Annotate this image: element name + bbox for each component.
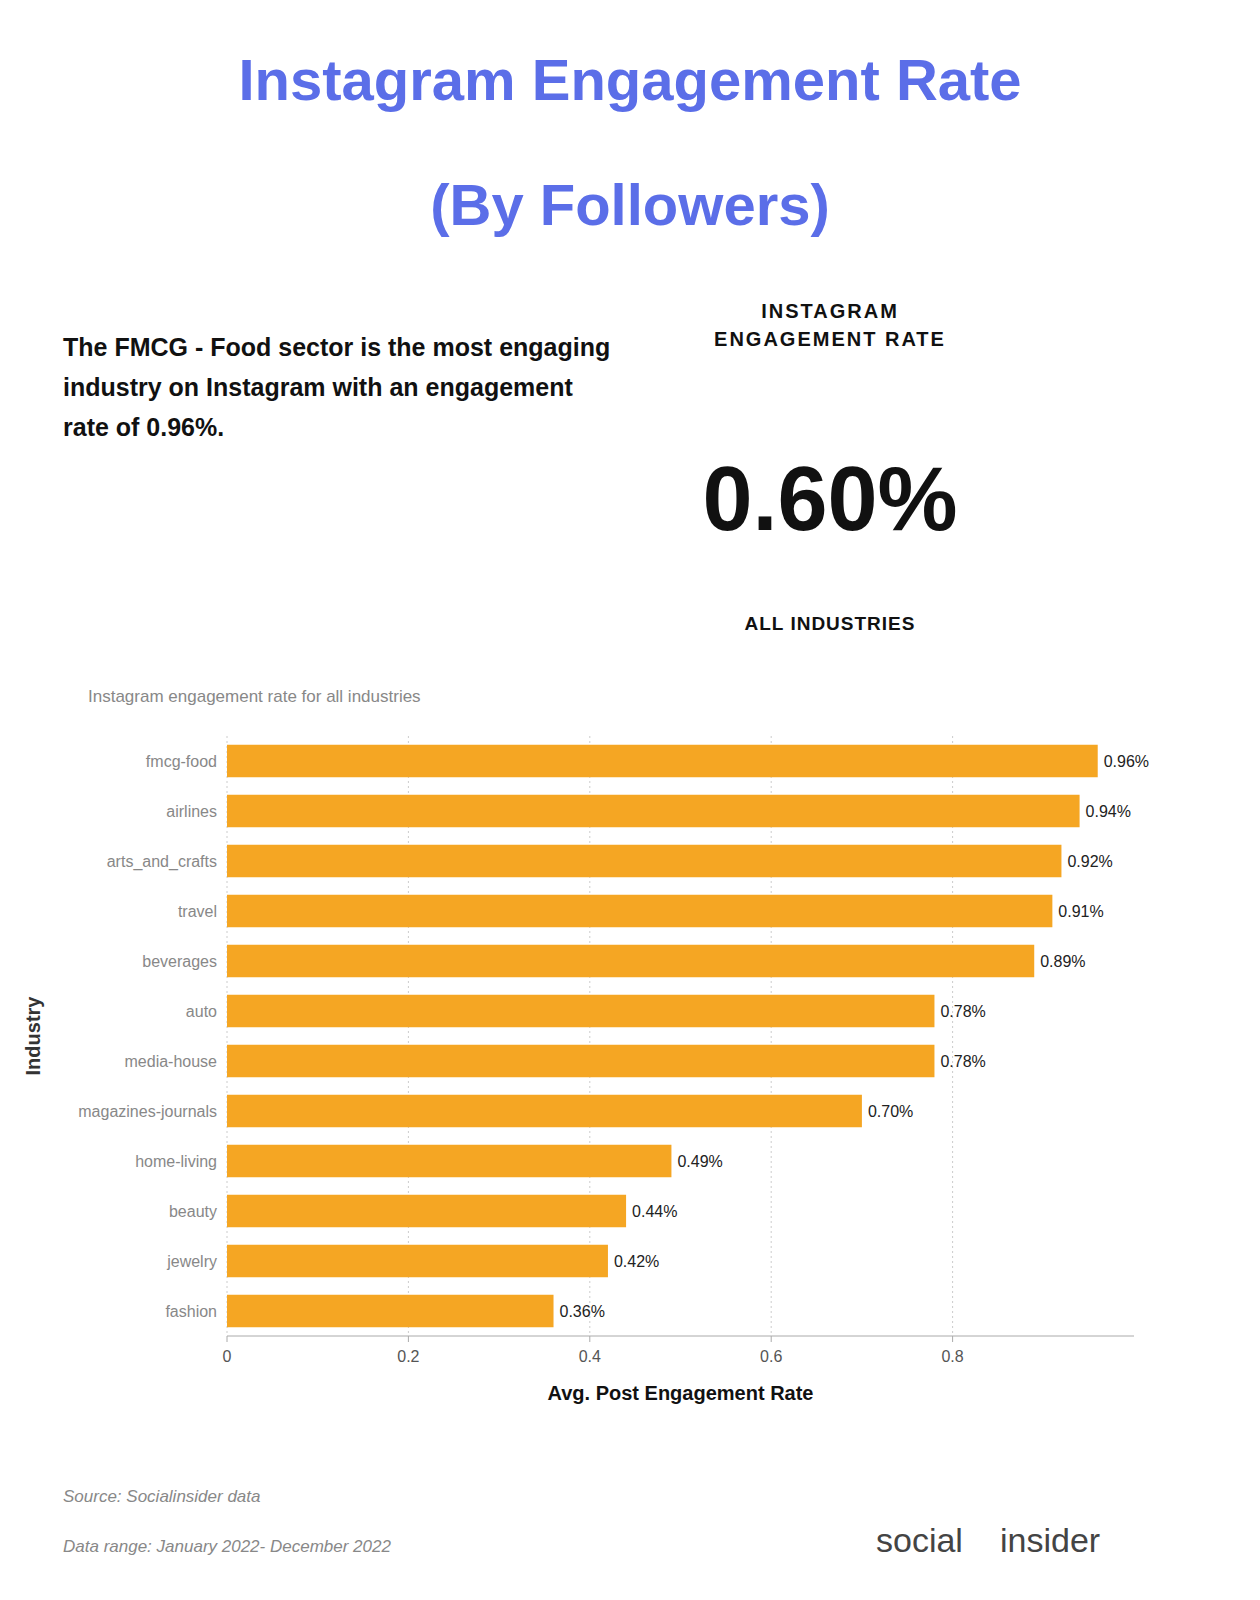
data-label: 0.78% xyxy=(940,1053,985,1070)
title: Instagram Engagement Rate xyxy=(238,47,1021,112)
data-label: 0.42% xyxy=(614,1253,659,1270)
category-label: airlines xyxy=(166,803,217,820)
bar xyxy=(227,1245,608,1278)
category-label: magazines-journals xyxy=(78,1103,217,1120)
x-axis-line xyxy=(227,1336,1134,1337)
category-label: fashion xyxy=(165,1303,217,1320)
logo-text: insider xyxy=(1000,1521,1100,1559)
bar xyxy=(227,745,1098,778)
data-label: 0.89% xyxy=(1040,953,1085,970)
source-line: Source: Socialinsider data xyxy=(63,1487,261,1506)
highlight-text-line: rate of 0.96%. xyxy=(63,413,224,441)
chart: Instagram Engagement Rate (By Followers) T… xyxy=(0,0,1260,1600)
bar xyxy=(227,795,1080,828)
data-label: 0.78% xyxy=(940,1003,985,1020)
category-label: auto xyxy=(186,1003,217,1020)
category-label: jewelry xyxy=(166,1253,217,1270)
stat-sublabel: ALL INDUSTRIES xyxy=(745,613,916,634)
subtitle: (By Followers) xyxy=(430,172,830,237)
bar xyxy=(227,995,934,1028)
highlight-text-line: The FMCG - Food sector is the most engag… xyxy=(63,333,610,361)
category-label: fmcg-food xyxy=(146,753,217,770)
data-label: 0.70% xyxy=(868,1103,913,1120)
source-line: Data range: January 2022- December 2022 xyxy=(63,1537,391,1556)
x-tick xyxy=(408,1336,409,1342)
y-axis-label: Industry xyxy=(22,996,44,1076)
data-label: 0.44% xyxy=(632,1203,677,1220)
x-tick xyxy=(771,1336,772,1342)
bar xyxy=(227,1095,862,1128)
x-tick-label: 0.6 xyxy=(760,1348,782,1365)
data-label: 0.91% xyxy=(1058,903,1103,920)
data-label: 0.49% xyxy=(677,1153,722,1170)
bar xyxy=(227,1045,934,1078)
category-label: media-house xyxy=(125,1053,218,1070)
x-tick-label: 0 xyxy=(223,1348,232,1365)
category-label: arts_and_crafts xyxy=(107,853,217,871)
bar xyxy=(227,845,1061,878)
x-tick xyxy=(589,1336,590,1342)
x-tick-label: 0.2 xyxy=(397,1348,419,1365)
stat-label-line: ENGAGEMENT RATE xyxy=(714,328,946,350)
stat-label: INSTAGRAM ENGAGEMENT RATE xyxy=(714,300,946,350)
stat-value: 0.60% xyxy=(702,449,957,549)
highlight-text-line: industry on Instagram with an engagement xyxy=(63,373,573,401)
chart-subtitle: Instagram engagement rate for all indust… xyxy=(88,687,421,706)
category-label: beverages xyxy=(142,953,217,970)
x-tick xyxy=(952,1336,953,1342)
bar xyxy=(227,1145,671,1178)
data-label: 0.36% xyxy=(560,1303,605,1320)
bar xyxy=(227,1295,554,1328)
data-label: 0.94% xyxy=(1086,803,1131,820)
data-label: 0.92% xyxy=(1067,853,1112,870)
category-label: home-living xyxy=(135,1153,217,1170)
bar xyxy=(227,1195,626,1228)
x-tick-label: 0.8 xyxy=(941,1348,963,1365)
x-tick-label: 0.4 xyxy=(579,1348,601,1365)
data-label: 0.96% xyxy=(1104,753,1149,770)
category-label: beauty xyxy=(169,1203,217,1220)
background xyxy=(0,0,1260,1600)
x-axis-label: Avg. Post Engagement Rate xyxy=(548,1382,814,1404)
x-tick xyxy=(227,1336,228,1342)
bar xyxy=(227,945,1034,978)
stat-label-line: INSTAGRAM xyxy=(761,300,899,322)
bar xyxy=(227,895,1052,928)
highlight-text: The FMCG - Food sector is the most engag… xyxy=(63,333,610,441)
category-label: travel xyxy=(178,903,217,920)
bars xyxy=(227,745,1098,1328)
logo-text: social xyxy=(876,1521,963,1559)
